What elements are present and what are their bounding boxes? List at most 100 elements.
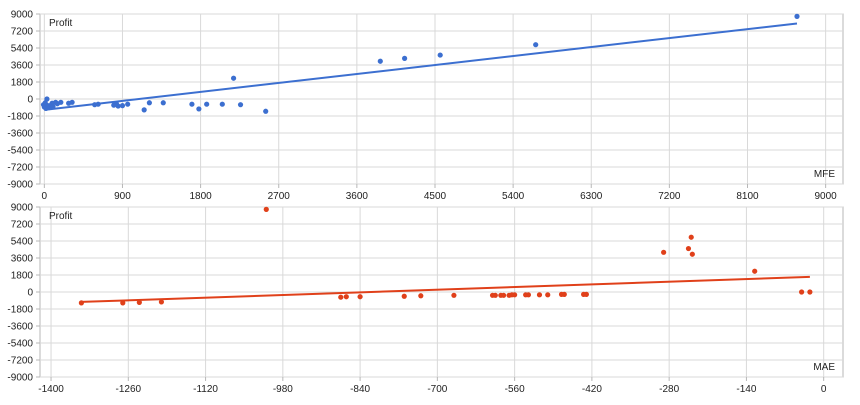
panel1-x-tick-label: 900 xyxy=(114,191,131,202)
panel2-data-point xyxy=(807,289,813,295)
panel2-data-point xyxy=(500,292,507,298)
panel1-data-point xyxy=(263,108,269,114)
panel1-data-point xyxy=(95,101,101,107)
panel1-data-point xyxy=(533,42,539,48)
panel1-y-tick-label: 9000 xyxy=(11,10,34,21)
panel2-y-tick-label: 5400 xyxy=(11,237,34,248)
panel1-data-point xyxy=(50,103,56,110)
panel2-data-point xyxy=(120,300,126,306)
panel2-y-tick-label: -9000 xyxy=(7,373,33,384)
panel2-y-tick-label: 3600 xyxy=(11,254,34,265)
panel1-y-tick-label: -9000 xyxy=(7,180,33,191)
panel1-data-point xyxy=(230,75,237,81)
panel2-data-point xyxy=(583,291,589,297)
panel2-x-tick-label: -280 xyxy=(659,384,679,395)
panel2-data-point xyxy=(158,299,165,305)
panel2-x-tick-label: -840 xyxy=(350,384,370,395)
panel2-x-tick-label: -1400 xyxy=(38,384,64,395)
panel1-data-point xyxy=(794,13,800,19)
panel2-data-point xyxy=(512,292,518,298)
panel2-y-tick-label: 9000 xyxy=(11,203,34,214)
panel1-y-axis-title: Profit xyxy=(49,18,73,29)
panel1-data-point xyxy=(141,107,147,113)
panel2-data-point xyxy=(357,294,363,300)
panel1-data-point xyxy=(160,100,166,106)
panel2-x-tick-label: -1120 xyxy=(193,384,218,395)
panel1-x-axis-title: MFE xyxy=(814,169,835,180)
panel2-data-point xyxy=(401,293,407,299)
panel2-y-tick-label: 1800 xyxy=(11,271,34,282)
panel1-data-point xyxy=(219,101,225,107)
panel1-y-tick-label: 3600 xyxy=(11,61,34,72)
panel2-y-tick-label: 0 xyxy=(27,288,33,299)
panel2-data-point xyxy=(525,292,532,298)
panel1-y-tick-label: -1800 xyxy=(7,112,33,123)
panel2-x-tick-label: -1260 xyxy=(116,384,142,395)
panel2-y-tick-label: -3600 xyxy=(7,322,33,333)
panel1-y-tick-label: -7200 xyxy=(7,163,33,174)
panel1-data-point xyxy=(402,55,408,61)
panel1-y-tick-label: 1800 xyxy=(11,78,34,89)
panel1-x-tick-label: 3600 xyxy=(346,191,369,202)
panel2-y-tick-label: -1800 xyxy=(7,305,33,316)
panel1-data-point xyxy=(377,58,383,64)
panel2-data-point xyxy=(78,300,84,306)
panel1-data-point xyxy=(115,103,121,109)
panel2-x-axis-title: MAE xyxy=(813,362,835,373)
panel2-data-point xyxy=(545,292,551,298)
panel1-data-point xyxy=(58,99,64,105)
panel2-data-point xyxy=(685,245,692,252)
panel1-x-tick-label: 8100 xyxy=(736,191,759,202)
panel2-data-point xyxy=(418,293,424,299)
panel2-data-point xyxy=(343,294,349,300)
panel2-data-point xyxy=(263,206,269,212)
panel1-data-point xyxy=(196,106,202,112)
panel2-trend-line xyxy=(81,275,810,303)
panel1-x-tick-label: 0 xyxy=(42,191,48,202)
panel2-y-tick-label: -7200 xyxy=(7,356,33,367)
panel2-y-tick-label: 7200 xyxy=(11,220,34,231)
panel1-x-tick-label: 4500 xyxy=(424,191,447,202)
panel1-data-point xyxy=(69,99,75,105)
panel2-data-point xyxy=(799,289,805,295)
panel1-x-tick-label: 2700 xyxy=(268,191,291,202)
panel2-x-tick-label: -140 xyxy=(736,384,756,395)
panel2-data-point xyxy=(688,234,694,240)
panel2-data-point xyxy=(752,268,758,274)
panel1-y-tick-label: 5400 xyxy=(11,44,34,55)
panel1-x-tick-label: 7200 xyxy=(658,191,681,202)
panel2-data-point xyxy=(451,292,457,298)
panel2-x-tick-label: -700 xyxy=(427,384,447,395)
panel1-y-tick-label: -3600 xyxy=(7,129,33,140)
panel2-y-axis-title: Profit xyxy=(49,211,73,222)
panel1-data-point xyxy=(125,101,131,107)
panel1-x-tick-label: 6300 xyxy=(580,191,603,202)
panel1-trend-line xyxy=(44,22,798,111)
panel1-data-point xyxy=(204,101,210,107)
panel2-data-point xyxy=(492,292,498,298)
panel1-y-tick-label: 0 xyxy=(27,95,33,106)
panel1-y-tick-label: 7200 xyxy=(11,27,34,38)
panel1-data-point xyxy=(237,102,244,108)
panel1-data-point xyxy=(437,52,443,58)
panel1-x-tick-label: 9000 xyxy=(815,191,838,202)
panel2-x-tick-label: -420 xyxy=(582,384,602,395)
panel2-data-point xyxy=(661,249,667,255)
panel2-data-point xyxy=(536,292,543,298)
panel2-y-tick-label: -5400 xyxy=(7,339,33,350)
panel1-x-tick-label: 1800 xyxy=(189,191,212,202)
panel2-data-point xyxy=(338,294,344,300)
panel2-x-tick-label: 0 xyxy=(821,384,827,395)
panel1-data-point xyxy=(44,96,50,102)
panel2-x-tick-label: -560 xyxy=(505,384,525,395)
panel2-x-tick-label: -980 xyxy=(273,384,293,395)
panel1-data-point xyxy=(119,103,126,109)
panel1-y-tick-label: -5400 xyxy=(7,146,33,157)
panel1-data-point xyxy=(146,100,152,106)
panel2-data-point xyxy=(689,251,695,257)
panel1-data-point xyxy=(189,101,195,107)
panel2-data-point xyxy=(136,299,142,305)
panel2-data-point xyxy=(561,291,567,297)
